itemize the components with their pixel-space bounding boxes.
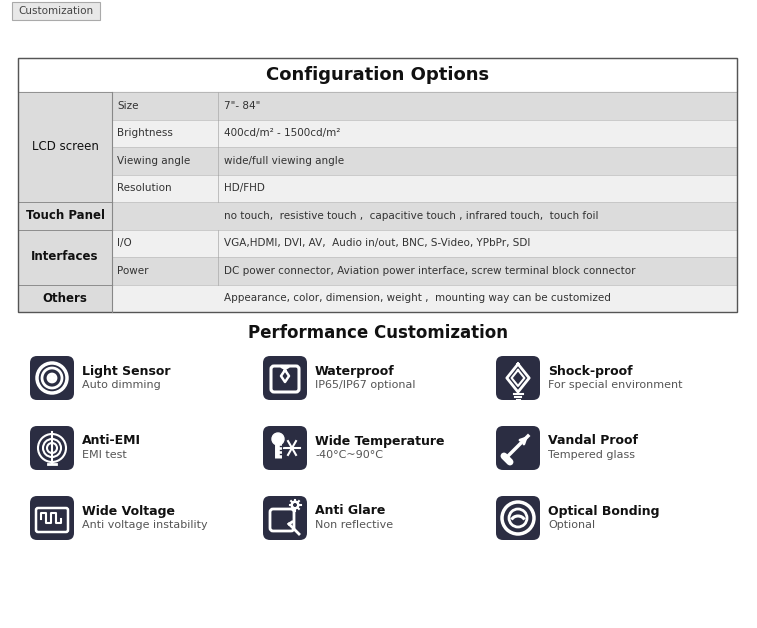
Text: Others: Others <box>42 292 88 305</box>
Circle shape <box>49 376 55 381</box>
FancyBboxPatch shape <box>12 2 100 20</box>
Text: 400cd/m² - 1500cd/m²: 400cd/m² - 1500cd/m² <box>224 128 341 138</box>
Text: I/O: I/O <box>117 238 132 248</box>
FancyBboxPatch shape <box>30 356 74 400</box>
Text: VGA,HDMI, DVI, AV,  Audio in/out, BNC, S-Video, YPbPr, SDI: VGA,HDMI, DVI, AV, Audio in/out, BNC, S-… <box>224 238 531 248</box>
FancyBboxPatch shape <box>18 229 112 284</box>
FancyBboxPatch shape <box>18 119 737 147</box>
Text: Brightness: Brightness <box>117 128 173 138</box>
Circle shape <box>272 433 284 445</box>
Text: Anti voltage instability: Anti voltage instability <box>82 520 207 530</box>
FancyBboxPatch shape <box>263 426 307 470</box>
Text: Anti Glare: Anti Glare <box>315 504 385 517</box>
Text: Resolution: Resolution <box>117 183 172 193</box>
Text: Optical Bonding: Optical Bonding <box>548 504 659 517</box>
Text: wide/full viewing angle: wide/full viewing angle <box>224 156 344 166</box>
Text: Shock-proof: Shock-proof <box>548 364 633 377</box>
Text: 7"- 84": 7"- 84" <box>224 100 260 111</box>
Text: LCD screen: LCD screen <box>32 141 98 153</box>
FancyBboxPatch shape <box>496 496 540 540</box>
Text: For special environment: For special environment <box>548 380 683 390</box>
Text: Wide Voltage: Wide Voltage <box>82 504 175 517</box>
FancyBboxPatch shape <box>496 356 540 400</box>
Text: Waterproof: Waterproof <box>315 364 394 377</box>
Text: Vandal Proof: Vandal Proof <box>548 435 638 448</box>
Text: Customization: Customization <box>18 6 94 16</box>
Text: Non reflective: Non reflective <box>315 520 393 530</box>
FancyBboxPatch shape <box>18 284 737 312</box>
Text: EMI test: EMI test <box>82 450 126 460</box>
FancyBboxPatch shape <box>18 257 737 284</box>
Text: HD/FHD: HD/FHD <box>224 183 265 193</box>
FancyBboxPatch shape <box>30 496 74 540</box>
Text: Appearance, color, dimension, weight ,  mounting way can be customized: Appearance, color, dimension, weight , m… <box>224 293 611 303</box>
FancyBboxPatch shape <box>18 147 737 175</box>
Text: Interfaces: Interfaces <box>31 251 98 264</box>
FancyBboxPatch shape <box>18 92 737 119</box>
FancyBboxPatch shape <box>18 202 112 229</box>
Text: no touch,  resistive touch ,  capacitive touch , infrared touch,  touch foil: no touch, resistive touch , capacitive t… <box>224 211 599 221</box>
Text: Size: Size <box>117 100 139 111</box>
FancyBboxPatch shape <box>263 496 307 540</box>
FancyBboxPatch shape <box>18 175 737 202</box>
Text: IP65/IP67 optional: IP65/IP67 optional <box>315 380 416 390</box>
FancyBboxPatch shape <box>496 426 540 470</box>
FancyBboxPatch shape <box>18 284 112 312</box>
FancyBboxPatch shape <box>263 356 307 400</box>
FancyBboxPatch shape <box>30 426 74 470</box>
Text: Anti-EMI: Anti-EMI <box>82 435 141 448</box>
Text: Touch Panel: Touch Panel <box>26 209 104 222</box>
Text: Viewing angle: Viewing angle <box>117 156 190 166</box>
Text: Optional: Optional <box>548 520 595 530</box>
Text: Light Sensor: Light Sensor <box>82 364 170 377</box>
Text: DC power connector, Aviation power interface, screw terminal block connector: DC power connector, Aviation power inter… <box>224 266 635 276</box>
Text: Wide Temperature: Wide Temperature <box>315 435 444 448</box>
Text: Auto dimming: Auto dimming <box>82 380 160 390</box>
Text: Performance Customization: Performance Customization <box>248 324 509 342</box>
Text: Power: Power <box>117 266 148 276</box>
Text: -40°C~90°C: -40°C~90°C <box>315 450 383 460</box>
FancyBboxPatch shape <box>18 92 112 202</box>
Text: Configuration Options: Configuration Options <box>266 66 489 84</box>
FancyBboxPatch shape <box>18 58 737 92</box>
FancyBboxPatch shape <box>18 229 737 257</box>
Text: Tempered glass: Tempered glass <box>548 450 635 460</box>
FancyBboxPatch shape <box>18 202 737 229</box>
